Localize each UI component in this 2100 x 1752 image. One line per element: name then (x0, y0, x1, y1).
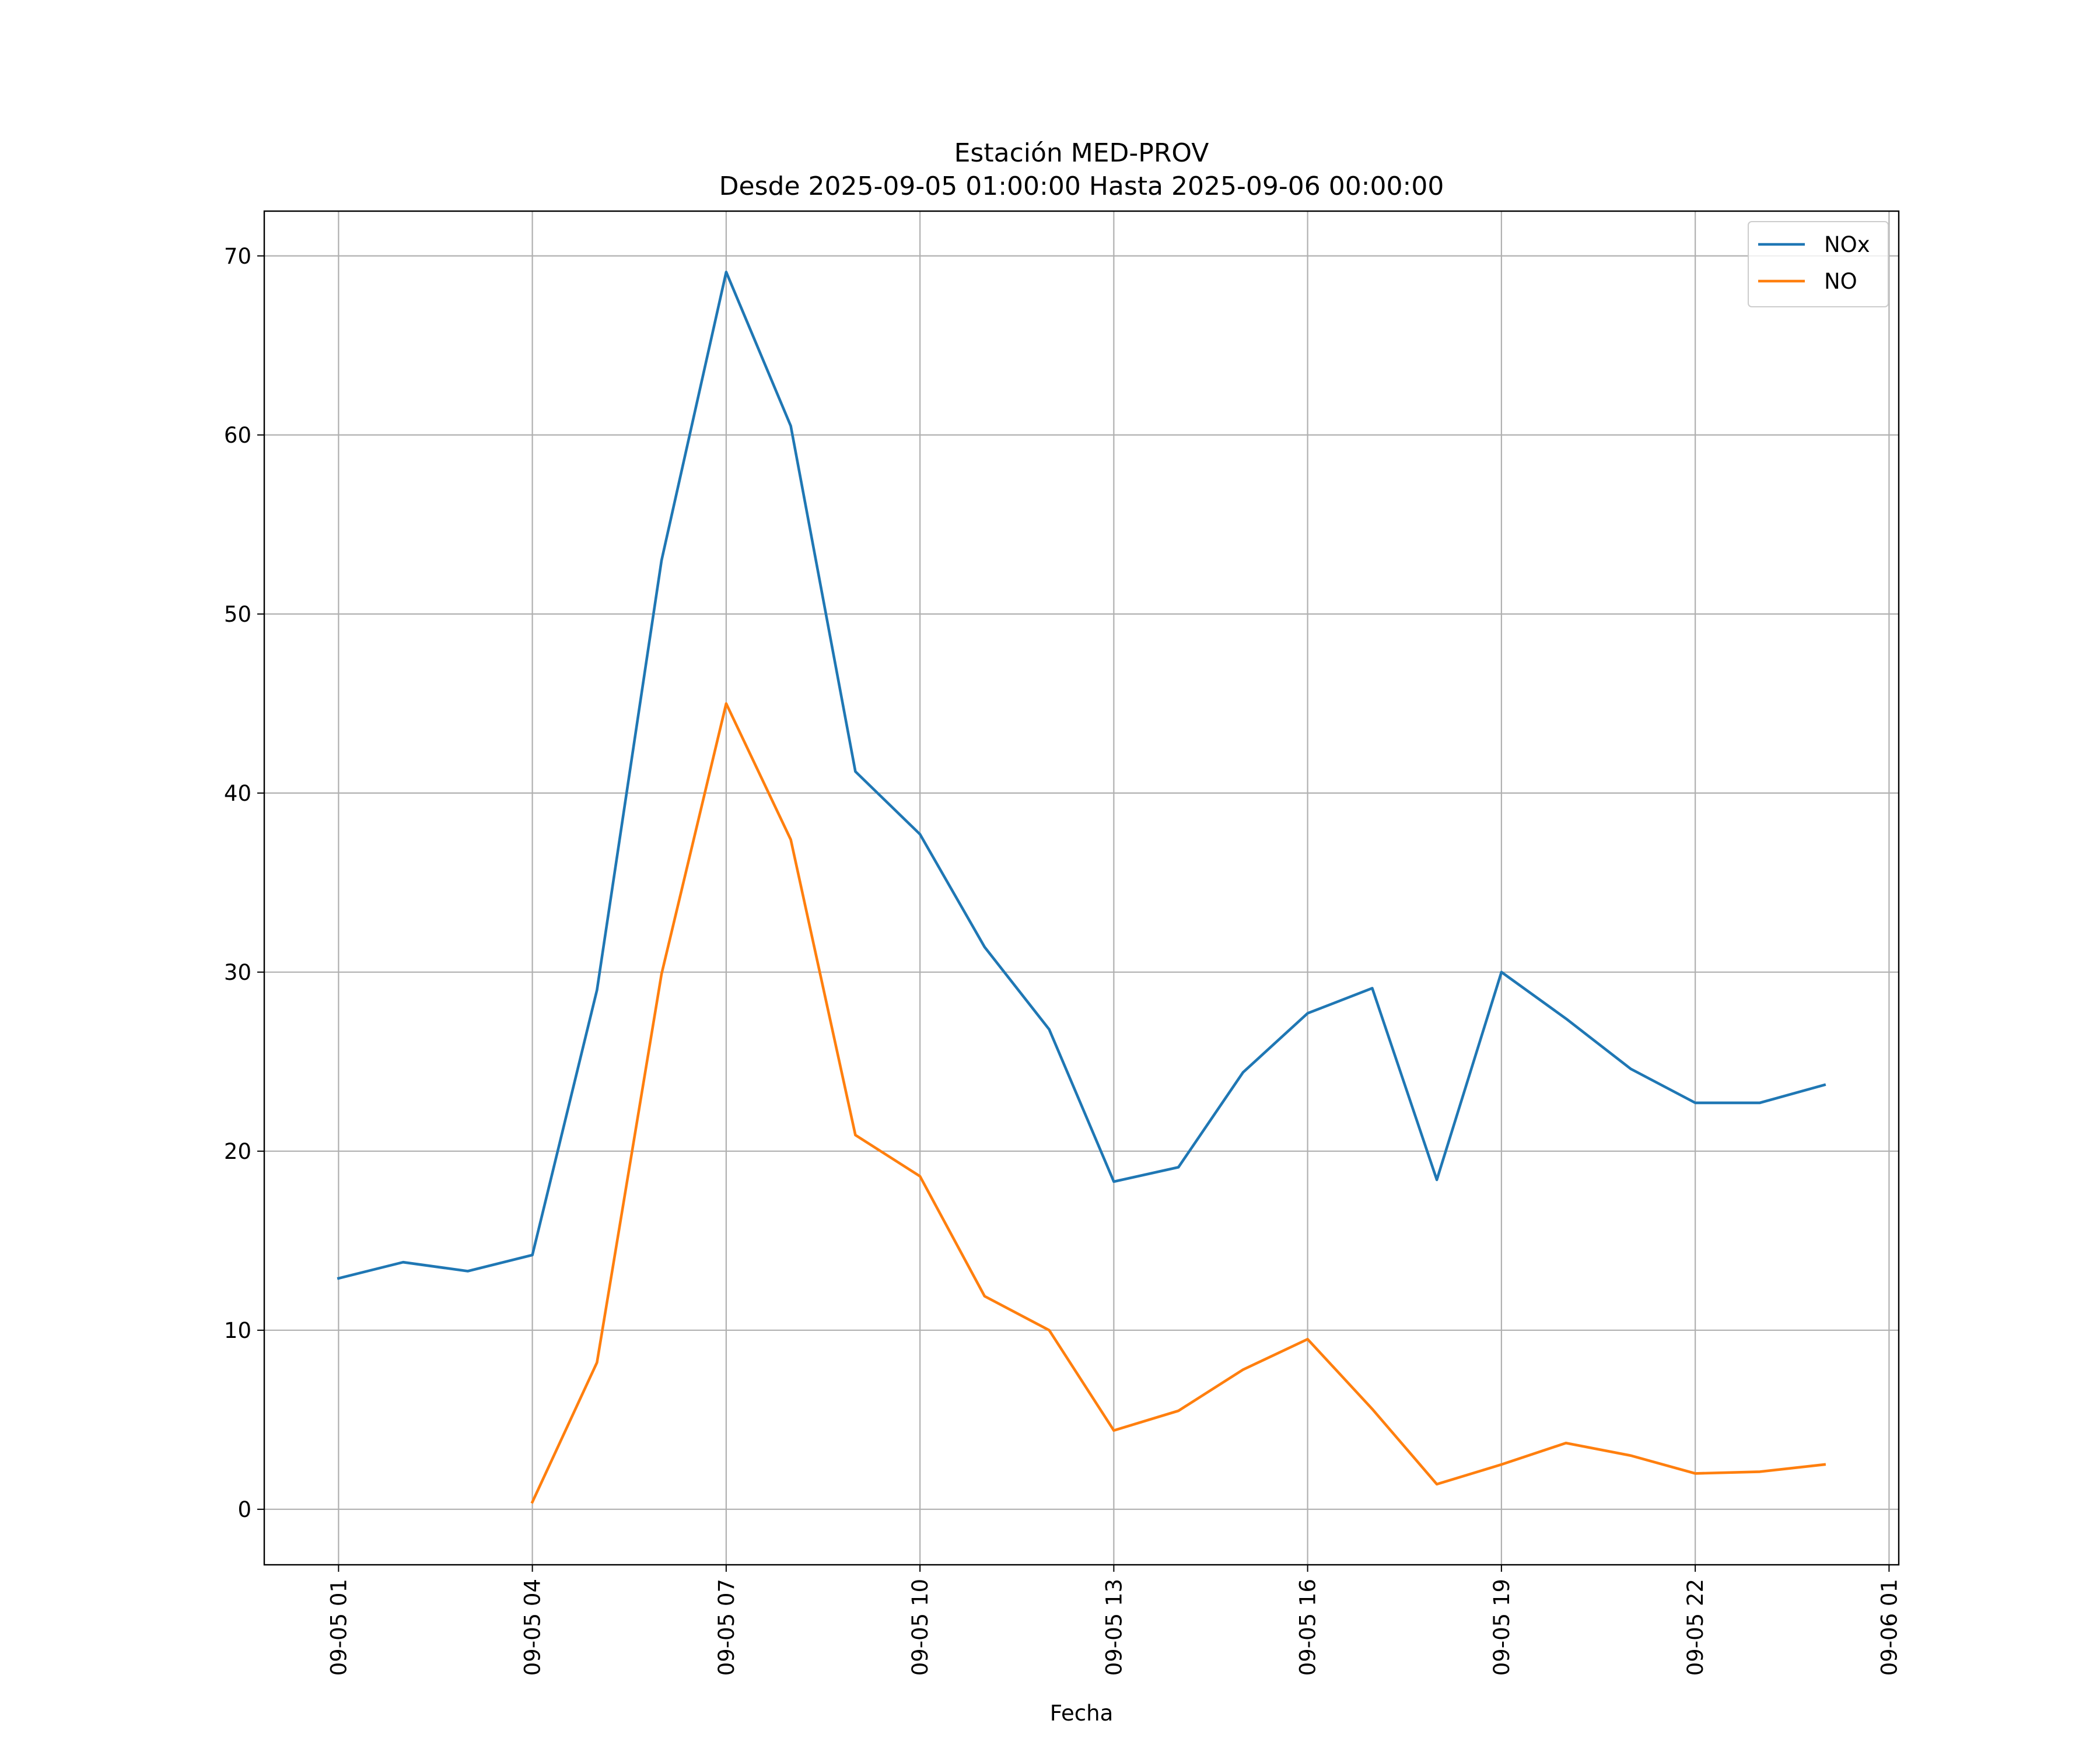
chart-subtitle: Desde 2025-09-05 01:00:00 Hasta 2025-09-… (719, 171, 1444, 201)
y-tick-label: 30 (224, 960, 251, 985)
x-tick-label: 09-05 07 (714, 1579, 739, 1676)
x-tick-label: 09-05 16 (1296, 1579, 1321, 1676)
series-line-no (530, 702, 1826, 1504)
legend: NOx NO (1748, 221, 1889, 307)
series-lines (337, 271, 1826, 1504)
x-tick-label: 09-05 01 (326, 1579, 351, 1676)
y-tick-label: 60 (224, 423, 251, 448)
legend-label-no: NO (1824, 269, 1857, 294)
x-tick-label: 09-05 19 (1489, 1579, 1514, 1676)
y-tick-label: 0 (237, 1497, 251, 1522)
axis-ticks: 0 10 20 30 40 50 60 70 09-05 01 09-05 04 09-05 07 0… (224, 244, 1902, 1676)
x-tick-label: 09-06 01 (1877, 1579, 1902, 1676)
grid (264, 211, 1899, 1565)
y-tick-label: 50 (224, 602, 251, 627)
plot-frame (263, 210, 1900, 1566)
x-tick-label: 09-05 04 (520, 1579, 545, 1676)
y-tick-label: 10 (224, 1318, 251, 1343)
y-tick-label: 20 (224, 1139, 251, 1164)
chart-title: Estación MED-PROV (954, 138, 1209, 168)
x-axis-label: Fecha (1050, 1701, 1114, 1726)
legend-box (1748, 221, 1889, 307)
x-tick-label: 09-05 10 (908, 1579, 933, 1676)
y-tick-label: 70 (224, 244, 251, 269)
series-line-nox (337, 271, 1826, 1280)
x-tick-label: 09-05 22 (1683, 1579, 1708, 1676)
y-tick-label: 40 (224, 781, 251, 806)
x-tick-label: 09-05 13 (1101, 1579, 1126, 1676)
legend-label-nox: NOx (1824, 232, 1870, 257)
